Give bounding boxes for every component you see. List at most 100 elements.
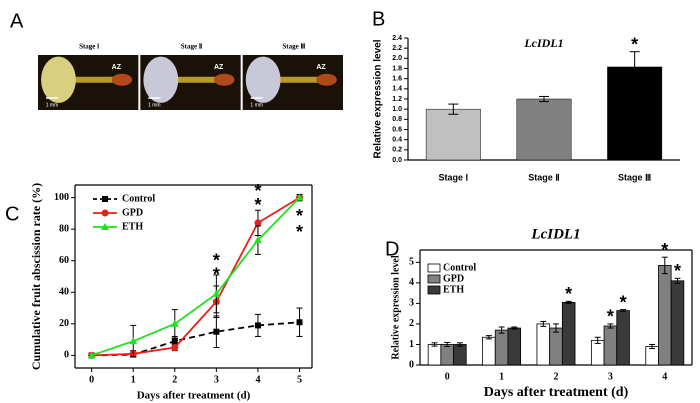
legend-swatch	[427, 274, 441, 284]
marker	[102, 196, 108, 202]
x-tick-label: 1	[131, 374, 136, 385]
y-tick-label: 0.8	[392, 116, 402, 123]
stage-label: Stage Ⅰ	[79, 43, 99, 51]
marker	[129, 337, 138, 345]
x-tick-label: Stage Ⅲ	[618, 172, 651, 182]
x-tick-label: Stage Ⅱ	[528, 172, 559, 182]
legend-label: Control	[443, 262, 476, 273]
bar	[549, 327, 563, 366]
stage-label: Stage Ⅲ	[282, 43, 305, 51]
y-tick-label: 5	[409, 257, 414, 268]
legend-label: GPD	[443, 273, 464, 284]
series-line	[91, 321, 300, 357]
x-tick-label: 3	[608, 371, 613, 382]
significance: *	[661, 240, 668, 260]
bar	[645, 346, 659, 366]
pedicel	[73, 76, 120, 83]
y-tick-label: 4	[409, 277, 414, 288]
chart-title: LcIDL1	[530, 226, 580, 242]
chart: 0.0 0.2 0.4 0.6 0.8 1.0 1.2 1.4 1.6 1.8 2.0 2.2 2.4 R…	[373, 34, 680, 182]
x-tick-label: 2	[554, 371, 559, 382]
bar	[425, 108, 481, 161]
significance: *	[565, 284, 572, 304]
bar	[670, 280, 685, 366]
y-tick-label: 40	[59, 287, 69, 298]
bar	[507, 327, 522, 366]
flower	[41, 56, 76, 103]
y-axis-label: Relative expression level	[373, 39, 384, 158]
significance: *	[213, 265, 220, 285]
bar	[494, 329, 509, 366]
y-tick-label: 0.0	[392, 157, 402, 164]
y-axis-label: Cumulative fruit abscission rate (%)	[29, 183, 43, 370]
marker	[101, 223, 109, 230]
marker	[213, 328, 220, 335]
abscission-zone	[214, 73, 235, 86]
y-tick-label: 1.8	[392, 65, 402, 72]
bar	[427, 344, 442, 366]
bar	[440, 344, 454, 366]
marker	[295, 193, 304, 201]
y-tick-label: 0.4	[392, 137, 402, 144]
y-tick-label: 0.6	[392, 126, 402, 133]
y-tick-label: 100	[54, 192, 69, 203]
y-tick-label: 1.0	[392, 106, 402, 113]
x-tick-label: 3	[214, 374, 219, 385]
series-line	[91, 196, 300, 357]
bar	[590, 339, 605, 366]
x-tick-label: 2	[172, 374, 177, 385]
panel-label: C	[5, 203, 19, 225]
y-tick-label: 2.0	[392, 55, 402, 62]
abscission-zone	[316, 73, 337, 86]
y-tick-label: 2.2	[392, 45, 402, 52]
az-label: AZ	[214, 64, 224, 71]
marker	[254, 322, 261, 329]
series-line	[91, 196, 301, 357]
y-tick-label: 2	[409, 318, 414, 329]
x-tick-label: 4	[662, 371, 667, 382]
marker	[101, 209, 109, 217]
y-tick-label: 1.6	[392, 76, 402, 83]
legend-label: ETH	[443, 284, 464, 295]
chart-title: LcIDL1	[523, 36, 563, 50]
bar	[453, 344, 467, 366]
y-tick-label: 0	[409, 359, 414, 370]
pedicel	[278, 76, 325, 83]
panel-label: B	[372, 8, 385, 30]
az-label: AZ	[112, 64, 122, 71]
scale-label: 1 mm	[148, 102, 161, 108]
marker	[170, 319, 179, 327]
marker	[171, 338, 178, 345]
y-tick-label: 0	[64, 350, 69, 361]
scale-label: 1 mm	[250, 102, 263, 108]
significance: *	[213, 250, 220, 270]
legend-label: ETH	[122, 221, 143, 232]
y-tick-label: 0.2	[392, 147, 402, 154]
abscission-zone	[111, 73, 133, 86]
marker	[212, 289, 221, 297]
marker	[87, 351, 96, 359]
flower	[245, 56, 281, 103]
x-tick-label: Stage Ⅰ	[438, 172, 468, 182]
marker	[171, 343, 179, 351]
marker	[254, 219, 262, 227]
marker	[296, 319, 303, 326]
x-axis-label: Days after treatment (d)	[137, 390, 251, 402]
x-axis-label: Days after treatment (d)	[484, 385, 629, 400]
pedicel	[176, 76, 223, 83]
bar	[482, 336, 496, 366]
y-axis-label: Relative expression level	[390, 255, 401, 359]
significance: *	[607, 307, 614, 327]
bar	[616, 310, 630, 366]
x-tick-label: 0	[445, 371, 450, 382]
significance: *	[254, 181, 261, 201]
bar	[536, 323, 551, 366]
x-tick-label: 5	[297, 374, 302, 385]
y-tick-label: 1	[409, 339, 414, 350]
y-tick-label: 20	[59, 318, 69, 329]
y-tick-label: 60	[59, 255, 69, 266]
y-tick-label: 2.4	[392, 35, 402, 42]
significance: *	[296, 222, 303, 242]
